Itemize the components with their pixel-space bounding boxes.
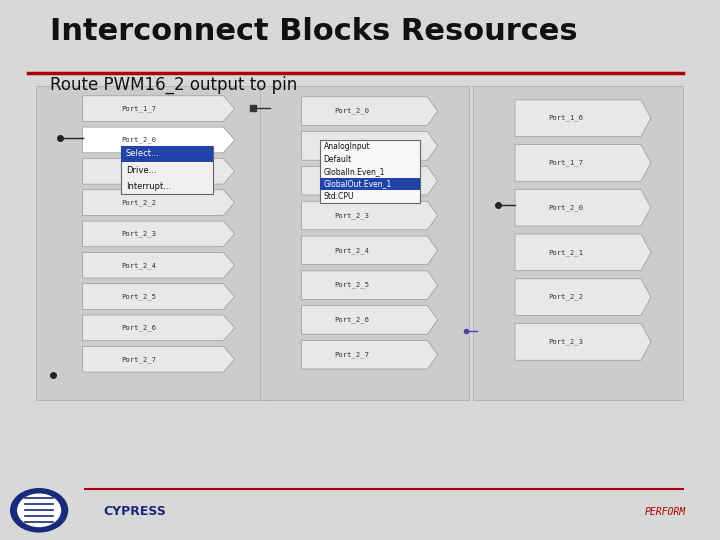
- Text: Port_2_2: Port_2_2: [548, 294, 583, 300]
- Polygon shape: [302, 201, 438, 230]
- Polygon shape: [83, 284, 235, 309]
- Text: Port_1_7: Port_1_7: [548, 160, 583, 166]
- Text: Port_2_3: Port_2_3: [122, 231, 156, 237]
- FancyBboxPatch shape: [320, 178, 420, 190]
- Text: Port_2_1: Port_2_1: [335, 143, 369, 149]
- Text: Port_2_4: Port_2_4: [335, 247, 369, 254]
- Polygon shape: [515, 190, 651, 226]
- Text: Port_2_0: Port_2_0: [122, 137, 156, 143]
- Text: Port_2_5: Port_2_5: [335, 282, 369, 288]
- Polygon shape: [515, 323, 651, 360]
- Circle shape: [18, 494, 60, 526]
- Text: Port_2_1: Port_2_1: [122, 168, 156, 174]
- Polygon shape: [515, 100, 651, 137]
- Text: Port_2_0: Port_2_0: [335, 108, 369, 114]
- Text: Port_1_7: Port_1_7: [122, 105, 156, 112]
- Text: Interconnect Blocks Resources: Interconnect Blocks Resources: [50, 17, 577, 46]
- Polygon shape: [302, 340, 438, 369]
- Text: Port_2_4: Port_2_4: [122, 262, 156, 268]
- Text: Port_2_1: Port_2_1: [548, 249, 583, 256]
- Text: Route PWM16_2 output to pin: Route PWM16_2 output to pin: [50, 76, 297, 94]
- FancyBboxPatch shape: [473, 86, 683, 400]
- Text: 55: 55: [25, 520, 37, 530]
- Text: Drive...: Drive...: [126, 166, 156, 174]
- Polygon shape: [302, 306, 438, 334]
- FancyBboxPatch shape: [320, 140, 420, 202]
- Polygon shape: [515, 279, 651, 315]
- Polygon shape: [83, 96, 235, 122]
- Polygon shape: [515, 145, 651, 181]
- Polygon shape: [302, 166, 438, 195]
- Text: Port_2_2: Port_2_2: [122, 199, 156, 206]
- Text: AnalogInput: AnalogInput: [324, 142, 370, 151]
- Polygon shape: [83, 315, 235, 341]
- Text: Port_2_0: Port_2_0: [548, 204, 583, 211]
- Polygon shape: [515, 234, 651, 271]
- Polygon shape: [83, 252, 235, 278]
- Polygon shape: [302, 97, 438, 125]
- Text: Select...: Select...: [126, 150, 160, 158]
- Text: Default: Default: [324, 154, 352, 164]
- Polygon shape: [302, 236, 438, 265]
- Text: Port_2_7: Port_2_7: [335, 352, 369, 358]
- FancyBboxPatch shape: [260, 86, 469, 400]
- Text: Port_2_5: Port_2_5: [122, 293, 156, 300]
- Text: CYPRESS: CYPRESS: [103, 505, 166, 518]
- Polygon shape: [83, 346, 235, 372]
- FancyBboxPatch shape: [35, 86, 270, 400]
- Text: Port_2_2: Port_2_2: [335, 177, 369, 184]
- Polygon shape: [83, 221, 235, 247]
- Text: GlobalOut.Even_1: GlobalOut.Even_1: [324, 179, 392, 188]
- Polygon shape: [83, 127, 235, 153]
- Polygon shape: [302, 271, 438, 299]
- Text: Port_2_3: Port_2_3: [548, 339, 583, 345]
- Text: Port_2_3: Port_2_3: [335, 212, 369, 219]
- Text: Port_1_6: Port_1_6: [548, 115, 583, 122]
- Text: Port_2_6: Port_2_6: [335, 316, 369, 323]
- Polygon shape: [83, 190, 235, 215]
- Text: Interrupt...: Interrupt...: [126, 182, 171, 191]
- Circle shape: [11, 489, 68, 532]
- Text: Port_2_7: Port_2_7: [122, 356, 156, 362]
- FancyBboxPatch shape: [121, 146, 213, 194]
- Polygon shape: [302, 132, 438, 160]
- Polygon shape: [83, 158, 235, 184]
- Text: GlobalIn.Even_1: GlobalIn.Even_1: [324, 167, 385, 176]
- Text: Port_2_6: Port_2_6: [122, 325, 156, 331]
- Text: Std.CPU: Std.CPU: [324, 192, 354, 201]
- Text: PERFORM: PERFORM: [644, 507, 685, 517]
- FancyBboxPatch shape: [121, 146, 213, 162]
